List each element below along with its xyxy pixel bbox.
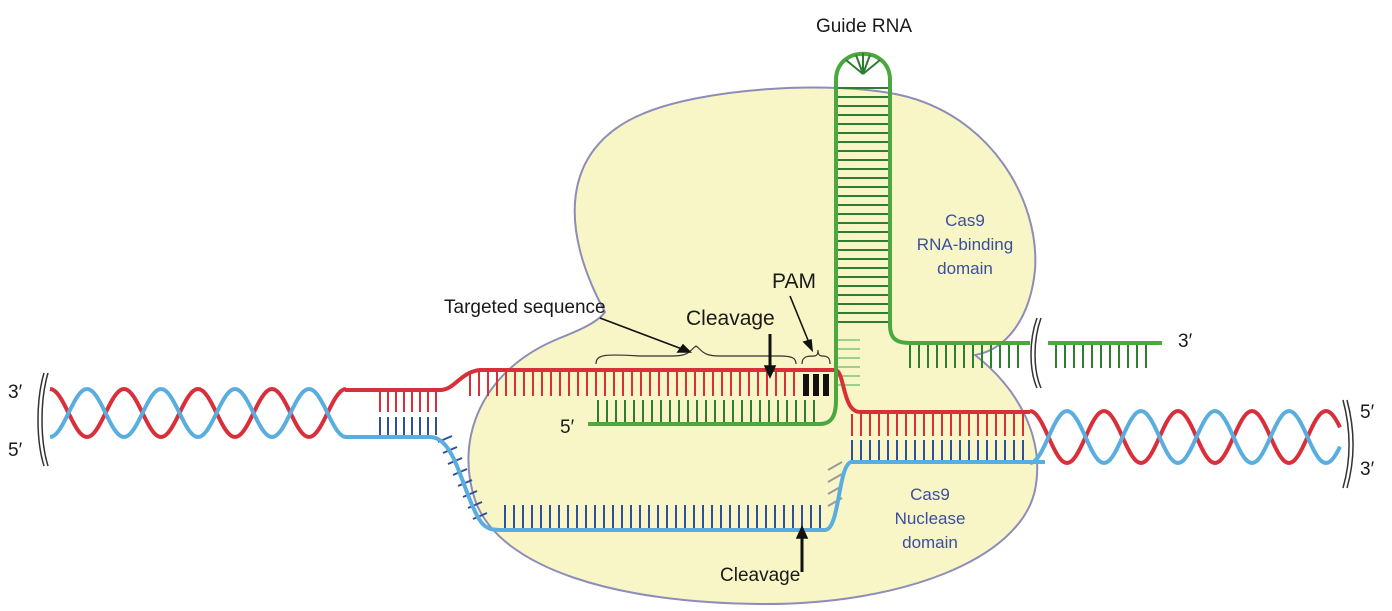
base-pair-rungs — [379, 87, 1147, 528]
cleavage-top-label: Cleavage — [686, 307, 775, 330]
pam-label: PAM — [772, 270, 816, 293]
targeted-sequence-brace — [595, 345, 797, 365]
cas9-rna-binding-label-line3: domain — [937, 259, 993, 278]
guide-rna-label: Guide RNA — [816, 16, 912, 37]
base-pair-rung — [467, 501, 483, 509]
dna-end-brackets — [37, 317, 1354, 489]
targeted-sequence-label: Targeted sequence — [444, 297, 606, 318]
base-pair-rung — [827, 473, 843, 483]
end-label-left-bottom: 5′ — [8, 440, 23, 461]
end-label-rna-3: 3′ — [1178, 331, 1193, 352]
guide-rna-loop-spokes — [845, 53, 881, 75]
dna-strand-blue-right — [1029, 409, 1342, 466]
cas9-nuclease-label-line2: Nuclease — [895, 509, 966, 528]
dna-strand-blue-left — [49, 387, 347, 440]
end-label-right-top: 5′ — [1360, 402, 1375, 423]
pam-brace — [801, 349, 831, 365]
end-label-guide-5: 5′ — [560, 417, 575, 438]
dna-strand-red-right — [1029, 408, 1342, 465]
end-label-left-top: 3′ — [8, 382, 23, 403]
cleavage-bottom-label: Cleavage — [720, 565, 800, 586]
dna-strand-red-left — [49, 386, 347, 439]
cas9-nuclease-label-line1: Cas9 — [910, 485, 950, 504]
dna-strand-blue-unwound — [345, 435, 1045, 532]
cas9-nuclease-label-line3: domain — [902, 533, 958, 552]
dna-helix-right — [1029, 408, 1342, 466]
label-pointers — [599, 295, 814, 572]
cas9-rna-binding-label-line2: RNA-binding — [917, 235, 1013, 254]
base-pair-rung — [462, 490, 478, 498]
end-label-right-bottom: 3′ — [1360, 459, 1375, 480]
pam-sequence-bars — [803, 374, 829, 396]
dna-helix-left — [49, 386, 347, 440]
base-pair-rung — [827, 461, 843, 471]
cas9-rna-binding-label-line1: Cas9 — [945, 211, 985, 230]
base-pair-rung — [472, 512, 488, 520]
